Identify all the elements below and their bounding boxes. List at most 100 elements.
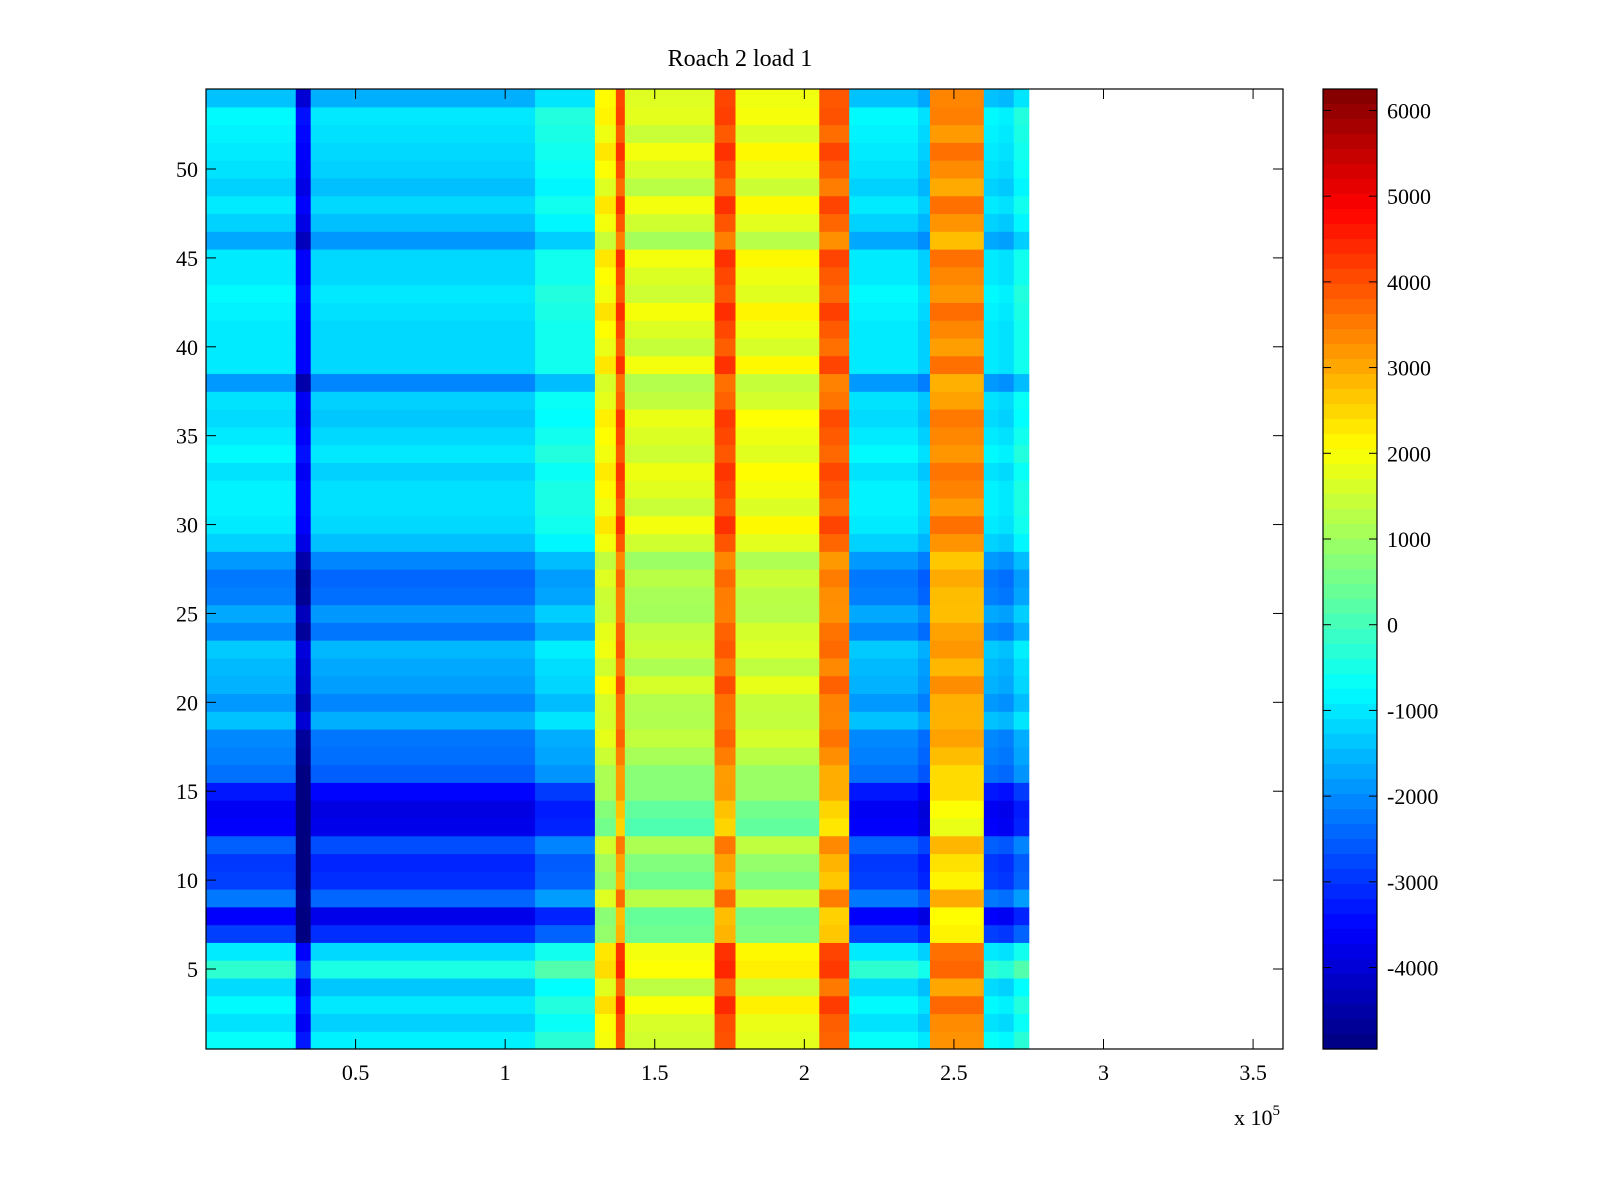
- heatmap-cell: [998, 889, 1015, 908]
- heatmap-cell: [535, 391, 596, 410]
- heatmap-cell: [615, 977, 626, 997]
- heatmap-cell: [983, 746, 1000, 766]
- heatmap-cell: [615, 729, 626, 748]
- heatmap-cell: [594, 782, 617, 801]
- x-tick-label: 2.5: [940, 1060, 968, 1085]
- heatmap-cell: [849, 817, 919, 837]
- heatmap-cell: [624, 675, 716, 695]
- heatmap-cell: [929, 977, 985, 997]
- heatmap-cell: [1013, 480, 1030, 499]
- heatmap-cell: [714, 142, 737, 161]
- colorbar-step: [1323, 89, 1377, 105]
- heatmap-cell: [1013, 355, 1030, 375]
- heatmap-cell: [295, 835, 312, 855]
- heatmap-cell: [819, 213, 850, 232]
- heatmap-cell: [849, 284, 919, 303]
- heatmap-cell: [615, 249, 626, 268]
- heatmap-cell: [819, 640, 850, 659]
- heatmap-cell: [735, 515, 820, 535]
- heatmap-cell: [295, 249, 312, 268]
- x-tick-label: 3: [1098, 1060, 1109, 1085]
- heatmap-cell: [1013, 89, 1030, 108]
- heatmap-cell: [535, 462, 596, 481]
- heatmap-cell: [714, 889, 737, 908]
- heatmap-cell: [714, 960, 737, 979]
- heatmap-cell: [918, 640, 931, 659]
- heatmap-cell: [929, 426, 985, 446]
- heatmap-cell: [624, 977, 716, 997]
- heatmap-cell: [735, 391, 820, 410]
- heatmap-cell: [918, 960, 931, 979]
- heatmap-cell: [624, 195, 716, 215]
- heatmap-cell: [983, 657, 1000, 677]
- heatmap-cell: [206, 266, 297, 286]
- heatmap-cell: [735, 195, 820, 215]
- heatmap-cell: [849, 1031, 919, 1050]
- heatmap-cell: [998, 160, 1015, 179]
- heatmap-cell: [594, 480, 617, 499]
- y-tick-label: 25: [176, 601, 198, 626]
- heatmap-cell: [535, 764, 596, 783]
- heatmap-cell: [206, 711, 297, 730]
- colorbar-step: [1323, 914, 1377, 930]
- heatmap-cell: [819, 373, 850, 392]
- y-tick-label: 50: [176, 157, 198, 182]
- heatmap-cell: [819, 960, 850, 979]
- heatmap-cell: [929, 373, 985, 392]
- colorbar-step: [1323, 539, 1377, 555]
- heatmap-cell: [594, 462, 617, 481]
- heatmap-cell: [735, 249, 820, 268]
- colorbar-step: [1323, 569, 1377, 585]
- heatmap-cell: [983, 960, 1000, 979]
- heatmap-cell: [535, 853, 596, 872]
- heatmap-cell: [998, 284, 1015, 303]
- heatmap-cell: [983, 675, 1000, 695]
- heatmap-cell: [735, 800, 820, 819]
- heatmap-cell: [735, 444, 820, 463]
- heatmap-cell: [998, 977, 1015, 997]
- heatmap-cell: [206, 409, 297, 428]
- heatmap-cell: [983, 355, 1000, 375]
- heatmap-cell: [310, 569, 536, 588]
- heatmap-cell: [1013, 391, 1030, 410]
- colorbar-step: [1323, 464, 1377, 480]
- heatmap-cell: [624, 142, 716, 161]
- heatmap-cell: [615, 231, 626, 250]
- heatmap-cell: [714, 569, 737, 588]
- colorbar-ticks: -4000 -3000 -2000 -1000 0 1000 2000 3000 4000 500…: [1323, 98, 1438, 981]
- heatmap-cell: [1013, 675, 1030, 695]
- colorbar-step: [1323, 329, 1377, 345]
- heatmap-cell: [206, 995, 297, 1015]
- heatmap-cell: [1013, 497, 1030, 517]
- heatmap-cell: [983, 835, 1000, 855]
- heatmap-cell: [819, 515, 850, 535]
- heatmap-cell: [983, 213, 1000, 232]
- heatmap-cell: [594, 977, 617, 997]
- heatmap-cell: [849, 320, 919, 339]
- heatmap-cell: [295, 711, 312, 730]
- heatmap-cell: [735, 373, 820, 392]
- heatmap-cell: [983, 853, 1000, 872]
- heatmap-cell: [918, 764, 931, 783]
- y-axis: 5 10 15 20 25 30 35 40 45 50: [176, 157, 1283, 982]
- heatmap-cell: [735, 1013, 820, 1032]
- heatmap-cell: [918, 622, 931, 641]
- heatmap-cell: [624, 782, 716, 801]
- heatmap-cell: [535, 213, 596, 232]
- heatmap-cell: [735, 711, 820, 730]
- heatmap-cell: [998, 515, 1015, 535]
- heatmap-cell: [310, 480, 536, 499]
- heatmap-cell: [206, 355, 297, 375]
- heatmap-cell: [849, 106, 919, 126]
- heatmap-cell: [735, 942, 820, 961]
- heatmap-cell: [615, 515, 626, 535]
- heatmap-cell: [929, 142, 985, 161]
- heatmap-cell: [295, 409, 312, 428]
- heatmap-cell: [998, 746, 1015, 766]
- heatmap-cell: [310, 675, 536, 695]
- heatmap-cell: [714, 640, 737, 659]
- heatmap-cell: [819, 924, 850, 943]
- heatmap-cell: [983, 231, 1000, 250]
- heatmap-cell: [615, 657, 626, 677]
- heatmap-cell: [615, 355, 626, 375]
